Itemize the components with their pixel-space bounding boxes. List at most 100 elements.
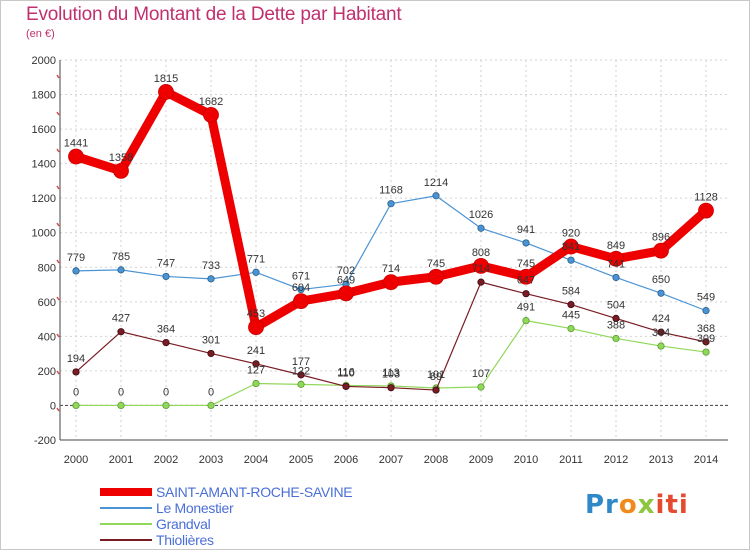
y-tick-label: 0: [50, 400, 56, 412]
data-point-1: [477, 224, 485, 232]
y-tick-label: 2000: [32, 55, 56, 67]
data-point-0: [158, 84, 174, 100]
data-label-1: 771: [247, 253, 265, 265]
legend-label-le-monestier: Le Monestier: [156, 500, 234, 516]
data-point-0: [293, 293, 309, 310]
data-label-1: 702: [337, 265, 355, 277]
data-point-0: [698, 202, 714, 219]
data-point-1: [252, 268, 260, 276]
data-point-2: [162, 401, 170, 410]
data-label-0: 849: [607, 240, 625, 252]
data-label-2: 0: [118, 386, 124, 398]
data-label-3: 647: [517, 275, 535, 287]
data-point-1: [117, 266, 125, 274]
x-tick-label: 2004: [244, 454, 268, 466]
data-label-3: 241: [247, 345, 265, 357]
data-label-1: 941: [517, 224, 535, 236]
x-tick-label: 2006: [334, 454, 358, 466]
data-point-3: [72, 368, 80, 376]
data-label-3: 301: [202, 334, 220, 346]
data-label-0: 1358: [109, 152, 133, 164]
data-label-0: 1128: [694, 192, 718, 204]
data-label-0: 604: [292, 282, 310, 294]
data-point-2: [522, 317, 530, 325]
x-tick-label: 2005: [289, 454, 313, 466]
legend-label-thiolieres: Thiolières: [156, 532, 214, 548]
axis-mark: [56, 111, 60, 116]
x-tick-label: 2000: [64, 454, 88, 466]
data-label-2: 445: [562, 310, 580, 322]
x-tick-label: 2010: [514, 454, 538, 466]
data-label-0: 714: [382, 263, 400, 275]
data-point-2: [72, 401, 80, 410]
data-label-1: 785: [112, 251, 130, 263]
data-point-2: [567, 324, 575, 333]
data-point-2: [702, 348, 710, 356]
data-point-3: [252, 360, 260, 368]
axis-mark: [56, 296, 60, 301]
data-point-1: [612, 273, 620, 282]
data-label-0: 896: [652, 232, 670, 244]
data-label-1: 650: [652, 274, 670, 286]
axis-mark: [56, 333, 60, 338]
legend-label-saint-amant-roche-savine: SAINT-AMANT-ROCHE-SAVINE: [156, 484, 353, 500]
axis-mark: [56, 407, 60, 412]
data-label-0: 1441: [64, 138, 88, 150]
axis-mark: [56, 370, 60, 375]
data-label-2: 101: [427, 369, 445, 381]
data-label-1: 671: [292, 271, 310, 283]
data-label-2: 388: [607, 319, 625, 331]
data-point-0: [338, 285, 354, 302]
data-point-3: [612, 314, 620, 322]
data-point-3: [207, 349, 215, 358]
data-label-3: 110: [337, 367, 355, 379]
x-tick-label: 2012: [604, 454, 628, 466]
data-label-3: 364: [157, 324, 175, 336]
data-label-3: 177: [292, 356, 310, 368]
data-label-1: 733: [202, 260, 220, 272]
data-point-1: [162, 272, 170, 281]
data-label-0: 745: [427, 258, 445, 270]
proxiti-logo: Proxiti: [585, 490, 689, 520]
data-label-2: 309: [697, 333, 715, 345]
data-label-3: 194: [67, 353, 85, 365]
plot-area: [60, 60, 728, 440]
x-tick-label: 2003: [199, 454, 223, 466]
data-label-2: 0: [163, 386, 169, 398]
data-label-3: 504: [607, 299, 625, 311]
data-point-1: [72, 267, 80, 275]
x-tick-label: 2008: [424, 454, 448, 466]
data-point-1: [387, 200, 395, 208]
data-label-0: 920: [562, 228, 580, 240]
data-label-0: 1815: [154, 73, 178, 85]
data-label-1: 1214: [424, 177, 448, 189]
data-label-2: 122: [292, 365, 310, 377]
data-label-3: 427: [112, 313, 130, 325]
axis-mark: [56, 148, 60, 153]
x-tick-label: 2009: [469, 454, 493, 466]
data-label-0: 808: [472, 247, 490, 259]
data-point-2: [297, 380, 305, 388]
data-point-0: [563, 238, 579, 255]
data-point-3: [702, 338, 710, 346]
data-point-0: [383, 274, 399, 291]
x-tick-label: 2002: [154, 454, 178, 466]
data-label-2: 344: [652, 327, 670, 339]
data-label-1: 841: [562, 241, 580, 253]
data-point-3: [117, 328, 125, 336]
y-tick-label: -200: [34, 435, 56, 447]
legend-label-grandval: Grandval: [156, 516, 211, 532]
data-point-0: [608, 250, 624, 267]
x-tick-label: 2011: [559, 454, 583, 466]
data-label-1: 747: [157, 257, 175, 269]
data-label-0: 1682: [199, 96, 223, 108]
data-label-2: 107: [472, 368, 490, 380]
y-tick-label: 1200: [32, 193, 56, 205]
legend-swatch-grandval: [100, 523, 152, 525]
data-point-3: [657, 328, 665, 336]
data-label-2: 127: [247, 365, 265, 377]
data-label-0: 453: [247, 308, 265, 320]
data-point-1: [657, 289, 665, 297]
data-point-3: [162, 338, 170, 347]
